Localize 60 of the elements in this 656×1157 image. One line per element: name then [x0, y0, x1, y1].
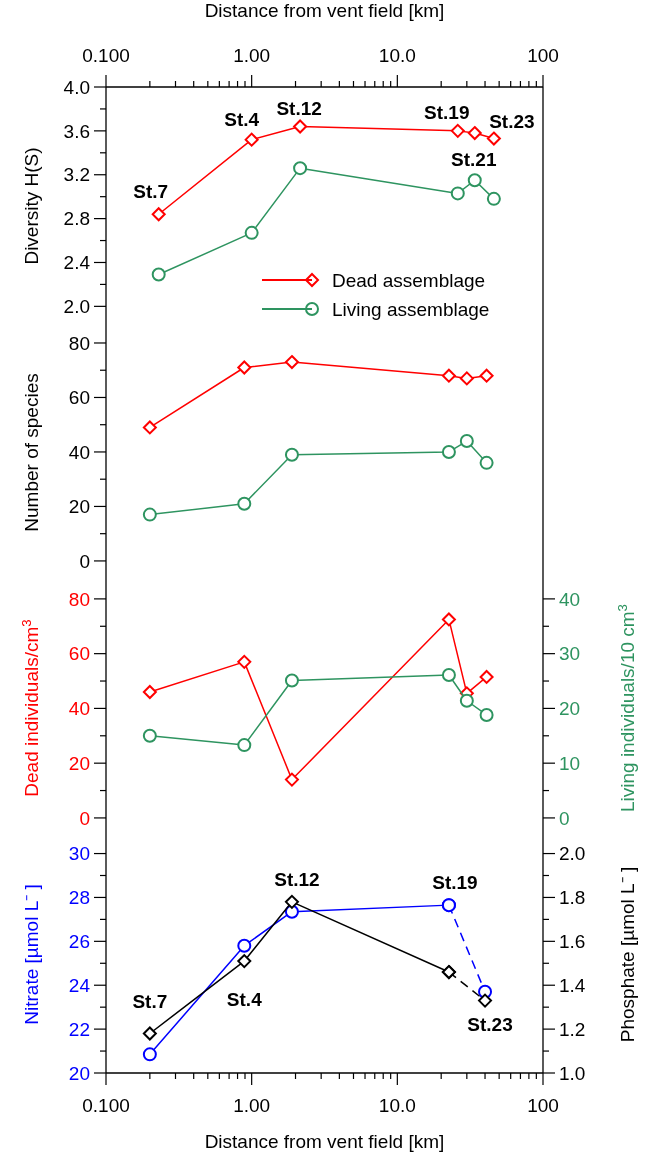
y2-tick-label: 10 [559, 752, 581, 774]
annotation: St.19 [432, 871, 478, 893]
y-axis-title: Nitrate [µmol L⁻ ] [21, 884, 42, 1025]
annotation: St.12 [274, 869, 320, 891]
y-tick-label: 20 [68, 752, 90, 774]
annotation: St.4 [224, 109, 260, 131]
y-tick-label: 28 [68, 887, 90, 909]
x-tick-label: 0.100 [82, 44, 130, 66]
annotation: St.19 [424, 101, 470, 123]
x-tick-label: 10.0 [378, 1094, 416, 1116]
y-tick-label: 2.0 [63, 296, 90, 317]
annotation: St.23 [467, 1014, 513, 1036]
y-tick-label: 22 [68, 1018, 90, 1040]
y-tick-label: 0 [79, 550, 90, 572]
annotation: St.7 [133, 180, 169, 202]
y2-tick-label: 2.0 [559, 843, 586, 865]
annotation: St.7 [132, 991, 168, 1012]
legend-label: Dead assemblage [332, 269, 486, 291]
y2-axis-title: Phosphate [µmol L⁻ ] [617, 866, 638, 1043]
y2-tick-label: 1.2 [559, 1018, 586, 1040]
y-tick-label: 2.8 [63, 208, 90, 230]
annotation: St.23 [489, 111, 535, 133]
x-axis-title: Distance from vent field [km] [204, 1131, 445, 1152]
y-tick-label: 26 [68, 930, 90, 952]
x-tick-label: 100 [527, 44, 559, 66]
y2-tick-label: 1.4 [559, 974, 586, 996]
y-tick-label: 2.4 [63, 252, 91, 274]
y-tick-label: 80 [68, 332, 90, 354]
y-tick-label: 0 [79, 807, 90, 829]
x-tick-label: 1.00 [233, 1094, 271, 1116]
y-tick-label: 20 [68, 496, 90, 518]
y-tick-label: 40 [68, 698, 90, 720]
y-tick-label: 80 [68, 588, 90, 610]
annotation: St.21 [451, 148, 497, 170]
x-tick-label: 1.00 [233, 44, 271, 66]
y-axis-title: Diversity H(S) [21, 147, 42, 265]
y-tick-label: 24 [68, 974, 91, 996]
legend-label: Living assemblage [332, 298, 490, 320]
annotation: St.4 [226, 989, 263, 1011]
y-tick-label: 3.2 [63, 164, 90, 186]
y2-tick-label: 1.8 [559, 887, 586, 909]
y2-tick-label: 20 [559, 698, 581, 720]
x-tick-label: 0.100 [82, 1094, 130, 1116]
y2-tick-label: 1.0 [559, 1062, 586, 1084]
y-tick-label: 30 [68, 843, 90, 865]
y2-tick-label: 30 [559, 643, 581, 665]
x-axis-title: Distance from vent field [km] [204, 0, 445, 21]
y2-tick-label: 40 [559, 588, 581, 610]
y-tick-label: 60 [68, 387, 90, 409]
y-tick-label: 3.6 [63, 120, 90, 142]
y-tick-label: 4.0 [63, 76, 90, 98]
y-tick-label: 40 [68, 441, 90, 463]
y-tick-label: 20 [68, 1062, 90, 1084]
x-tick-label: 100 [527, 1094, 559, 1116]
annotation: St.12 [276, 98, 322, 120]
y-tick-label: 60 [68, 643, 90, 665]
x-tick-label: 10.0 [378, 44, 416, 66]
y2-tick-label: 1.6 [559, 930, 586, 952]
y2-tick-label: 0 [559, 807, 570, 829]
y-axis-title: Number of species [21, 373, 42, 532]
